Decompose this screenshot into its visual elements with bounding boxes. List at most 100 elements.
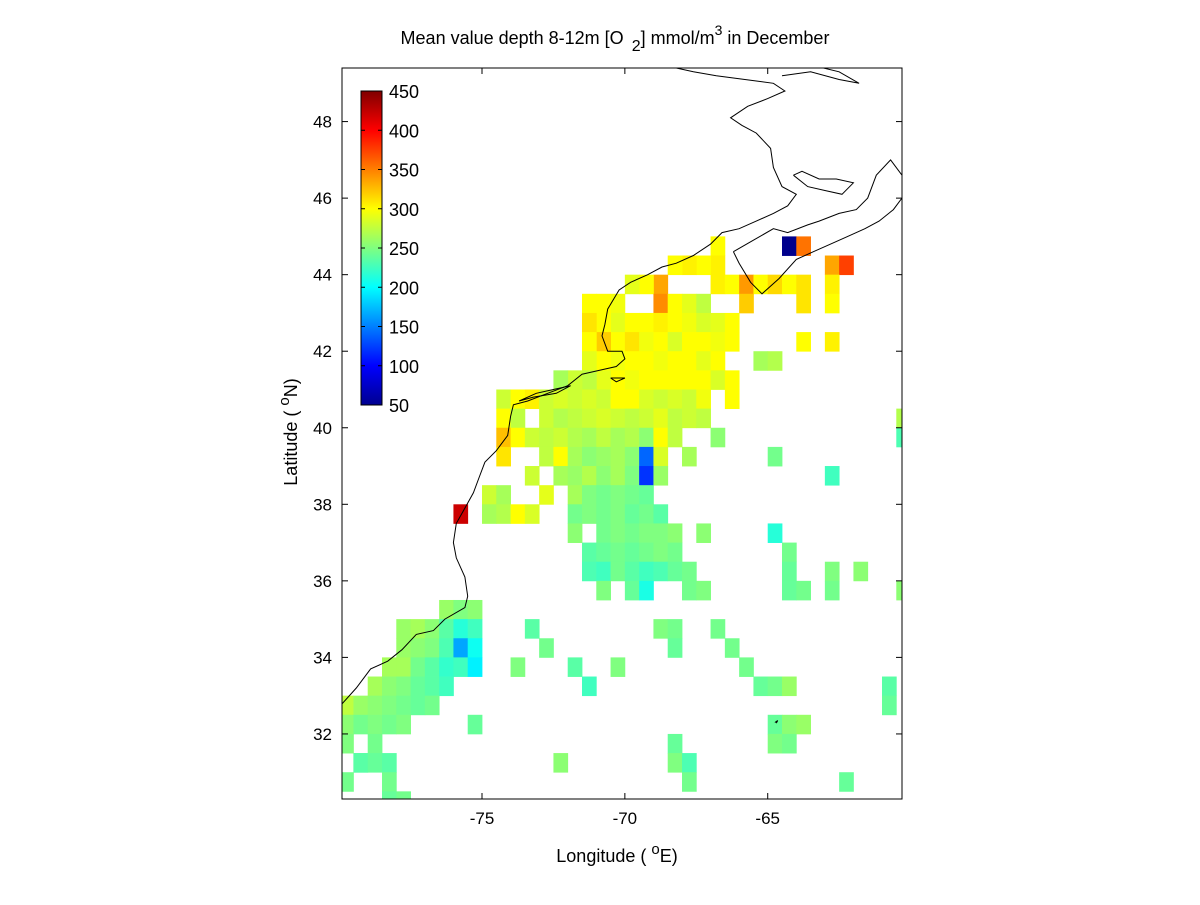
data-cell (796, 332, 811, 352)
data-cell (610, 523, 626, 543)
data-cell (596, 389, 611, 410)
data-cell (582, 466, 597, 486)
data-cell (639, 370, 654, 390)
data-cell (653, 427, 669, 448)
data-cell (653, 446, 669, 467)
data-cell (624, 542, 640, 563)
data-cell (596, 351, 611, 371)
data-cell (467, 657, 483, 677)
colorbar-tick-label: 450 (389, 82, 419, 102)
data-cell (667, 427, 683, 448)
data-cell (342, 714, 354, 735)
data-cell (767, 446, 783, 467)
data-cell (824, 293, 840, 314)
data-cell (824, 561, 840, 582)
data-cell (696, 351, 711, 371)
data-cell (782, 561, 797, 582)
colorbar-tick-label: 350 (389, 161, 419, 181)
data-cell (710, 236, 726, 256)
data-cell (567, 408, 583, 429)
data-cell (582, 408, 597, 429)
data-cell (567, 446, 583, 467)
data-cell (653, 466, 669, 486)
data-cell (696, 370, 711, 390)
data-cell (682, 293, 697, 314)
data-cell (524, 504, 540, 524)
data-cell (639, 485, 654, 505)
data-cell (553, 446, 569, 467)
data-cell (582, 389, 597, 410)
data-cell (753, 676, 769, 697)
data-cell (396, 619, 411, 639)
data-cell (724, 274, 740, 295)
colorbar-tick-label: 200 (389, 278, 419, 298)
data-cell (696, 293, 711, 314)
data-cell (724, 312, 740, 333)
data-cell (667, 542, 683, 563)
data-cell (553, 466, 569, 486)
plot-frame (341, 67, 903, 800)
data-cell (696, 408, 711, 429)
coastline (342, 68, 798, 705)
data-cell (496, 504, 511, 524)
data-cell (510, 408, 526, 429)
data-cell (696, 580, 711, 601)
data-cell (610, 542, 626, 563)
data-cell (639, 312, 654, 333)
data-cell (639, 427, 654, 448)
data-cell (439, 676, 454, 697)
data-cell (610, 485, 626, 505)
data-cell (367, 695, 383, 716)
data-cell (653, 293, 669, 314)
data-cell (682, 772, 697, 792)
data-cell (539, 485, 554, 505)
y-tick-label: 32 (313, 725, 332, 744)
data-cell (596, 466, 611, 486)
coastline (518, 385, 571, 402)
data-cell (342, 733, 354, 754)
data-cell (710, 312, 726, 333)
data-cell (439, 657, 454, 677)
data-cell (396, 676, 411, 697)
data-cell (567, 504, 583, 524)
title-superscript: 3 (715, 22, 723, 38)
data-cell (682, 255, 697, 276)
data-cell (382, 695, 397, 716)
data-cell (682, 389, 697, 410)
data-cell (567, 427, 583, 448)
data-cell (667, 389, 683, 410)
data-cell (596, 332, 611, 352)
data-cell (896, 580, 902, 601)
data-cell (753, 274, 769, 295)
data-cell (610, 446, 626, 467)
data-cell (782, 676, 797, 697)
data-cell (639, 332, 654, 352)
data-cell (653, 504, 669, 524)
data-cell (496, 408, 511, 429)
data-cell (482, 485, 497, 505)
data-cell (767, 523, 783, 543)
data-cell (667, 351, 683, 371)
data-cell (510, 657, 526, 677)
data-cell (624, 332, 640, 352)
coastline (774, 720, 779, 724)
data-cell (653, 351, 669, 371)
data-cell (467, 619, 483, 639)
data-cell (453, 657, 469, 677)
data-cell (667, 293, 683, 314)
data-cell (553, 389, 569, 410)
data-cell (782, 580, 797, 601)
data-cell (496, 389, 511, 410)
data-cell (696, 255, 711, 276)
data-cell (610, 504, 626, 524)
colorbar-tick-label: 150 (389, 318, 419, 338)
data-cell (839, 772, 854, 792)
data-cell (824, 332, 840, 352)
data-cell (782, 733, 797, 754)
data-cell (410, 695, 426, 716)
colorbar-ticks: 50 100 150 200 250 300 350 400 450 (361, 82, 419, 416)
data-cell (524, 466, 540, 486)
data-cell (639, 580, 654, 601)
